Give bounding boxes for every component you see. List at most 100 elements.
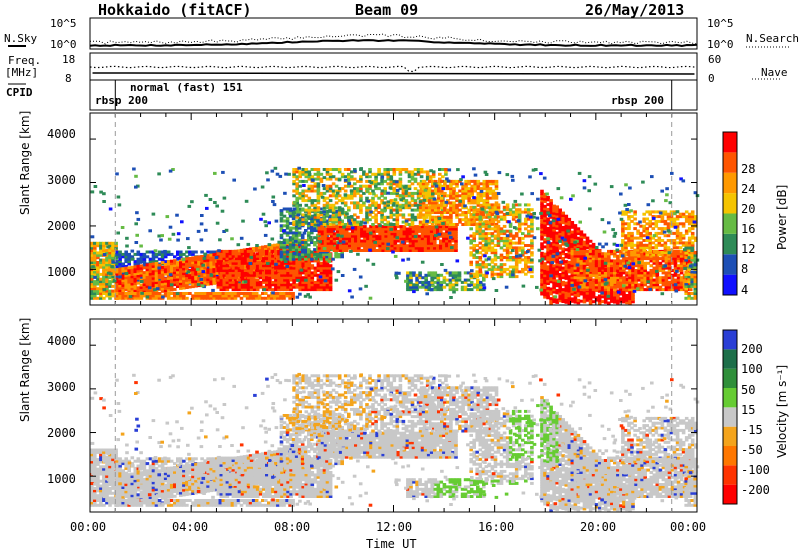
power-cell [310, 264, 315, 268]
power-cell [127, 252, 131, 256]
velocity-cell [136, 464, 141, 468]
velocity-cell [105, 460, 109, 464]
velocity-cell [169, 459, 174, 463]
power-cell [90, 282, 94, 286]
velocity-cell [282, 445, 287, 449]
velocity-cbar-cell [723, 465, 737, 485]
power-cell [99, 294, 103, 298]
power-cell [169, 296, 174, 300]
velocity-cell [300, 447, 305, 451]
power-cell [96, 277, 100, 281]
power-cell [99, 253, 103, 257]
power-cell [319, 261, 324, 265]
velocity-cell [118, 466, 122, 470]
velocity-cell [90, 455, 94, 459]
power-cell [231, 280, 236, 284]
power-cell [90, 249, 94, 252]
power-cell [93, 287, 97, 291]
velocity-cell [108, 450, 112, 454]
velocity-cell [240, 463, 245, 467]
velocity-cell [136, 471, 141, 475]
power-cell [142, 252, 147, 256]
power-cell [163, 255, 168, 259]
power-cell [90, 251, 94, 255]
velocity-cell [151, 457, 156, 461]
power-cell [102, 275, 106, 279]
power-cell [139, 252, 144, 256]
velocity-cell [90, 465, 94, 469]
velocity-cbar-frame [722, 329, 738, 505]
velocity-cell [197, 499, 201, 502]
velocity-cell [118, 459, 122, 463]
freq-line [92, 72, 695, 75]
velocity-cell [105, 499, 109, 502]
velocity-cell [160, 467, 165, 471]
velocity-cell [282, 414, 287, 417]
velocity-cell [102, 499, 106, 502]
velocity-cell [93, 458, 97, 462]
power-cell [93, 246, 97, 250]
power-cell [96, 263, 100, 267]
power-cell [90, 253, 94, 257]
power-cell [93, 282, 97, 286]
power-cell [118, 252, 122, 256]
velocity-cell [105, 472, 109, 476]
power-cell [114, 241, 118, 245]
velocity-cell [96, 489, 100, 493]
power-cell [157, 257, 162, 261]
velocity-cell [151, 464, 156, 468]
velocity-cell [310, 445, 314, 449]
power-cell [249, 249, 254, 253]
velocity-cbar-cell [723, 349, 737, 369]
power-cell [105, 287, 109, 291]
power-cell [118, 292, 122, 295]
velocity-cell [96, 450, 100, 454]
power-cell [90, 263, 94, 267]
power-cell [142, 255, 147, 259]
velocity-cell [154, 499, 159, 502]
velocity-cell [328, 459, 332, 463]
velocity-cell [206, 475, 210, 479]
velocity-cell [179, 499, 183, 502]
velocity-cell [115, 459, 119, 463]
power-cell [96, 289, 100, 293]
power-cell [300, 245, 305, 249]
power-cell [118, 264, 122, 268]
velocity-cell [93, 477, 97, 481]
power-cell [127, 266, 131, 270]
velocity-cell [157, 459, 162, 463]
velocity-cell [90, 467, 94, 471]
power-cell [121, 264, 125, 268]
velocity-cell [265, 456, 269, 460]
velocity-cell [291, 438, 296, 441]
velocity-cell [300, 452, 305, 456]
power-cell [111, 275, 115, 279]
velocity-cell [90, 450, 94, 454]
power-cell [93, 284, 97, 288]
velocity-cell [115, 457, 119, 461]
velocity-cell [93, 499, 97, 502]
power-cell [93, 280, 97, 284]
velocity-cell [90, 479, 94, 483]
power-cell [124, 255, 128, 259]
velocity-cell [151, 459, 156, 463]
power-cell [222, 261, 227, 265]
power-cell [90, 284, 94, 288]
power-cell [105, 268, 109, 272]
velocity-cell [108, 453, 112, 457]
power-cell [179, 255, 183, 259]
velocity-cell [188, 457, 192, 461]
velocity-cell [99, 484, 103, 488]
power-cell [108, 241, 112, 245]
velocity-cell [99, 460, 103, 464]
velocity-cell [121, 478, 125, 482]
velocity-cell [188, 492, 192, 496]
power-cell [108, 265, 112, 269]
power-cell [173, 255, 177, 259]
velocity-cell [130, 462, 135, 466]
power-cell [105, 251, 109, 255]
velocity-cell [176, 459, 180, 463]
power-cell [151, 255, 156, 259]
power-cell [231, 249, 236, 253]
power-cell [291, 226, 296, 230]
